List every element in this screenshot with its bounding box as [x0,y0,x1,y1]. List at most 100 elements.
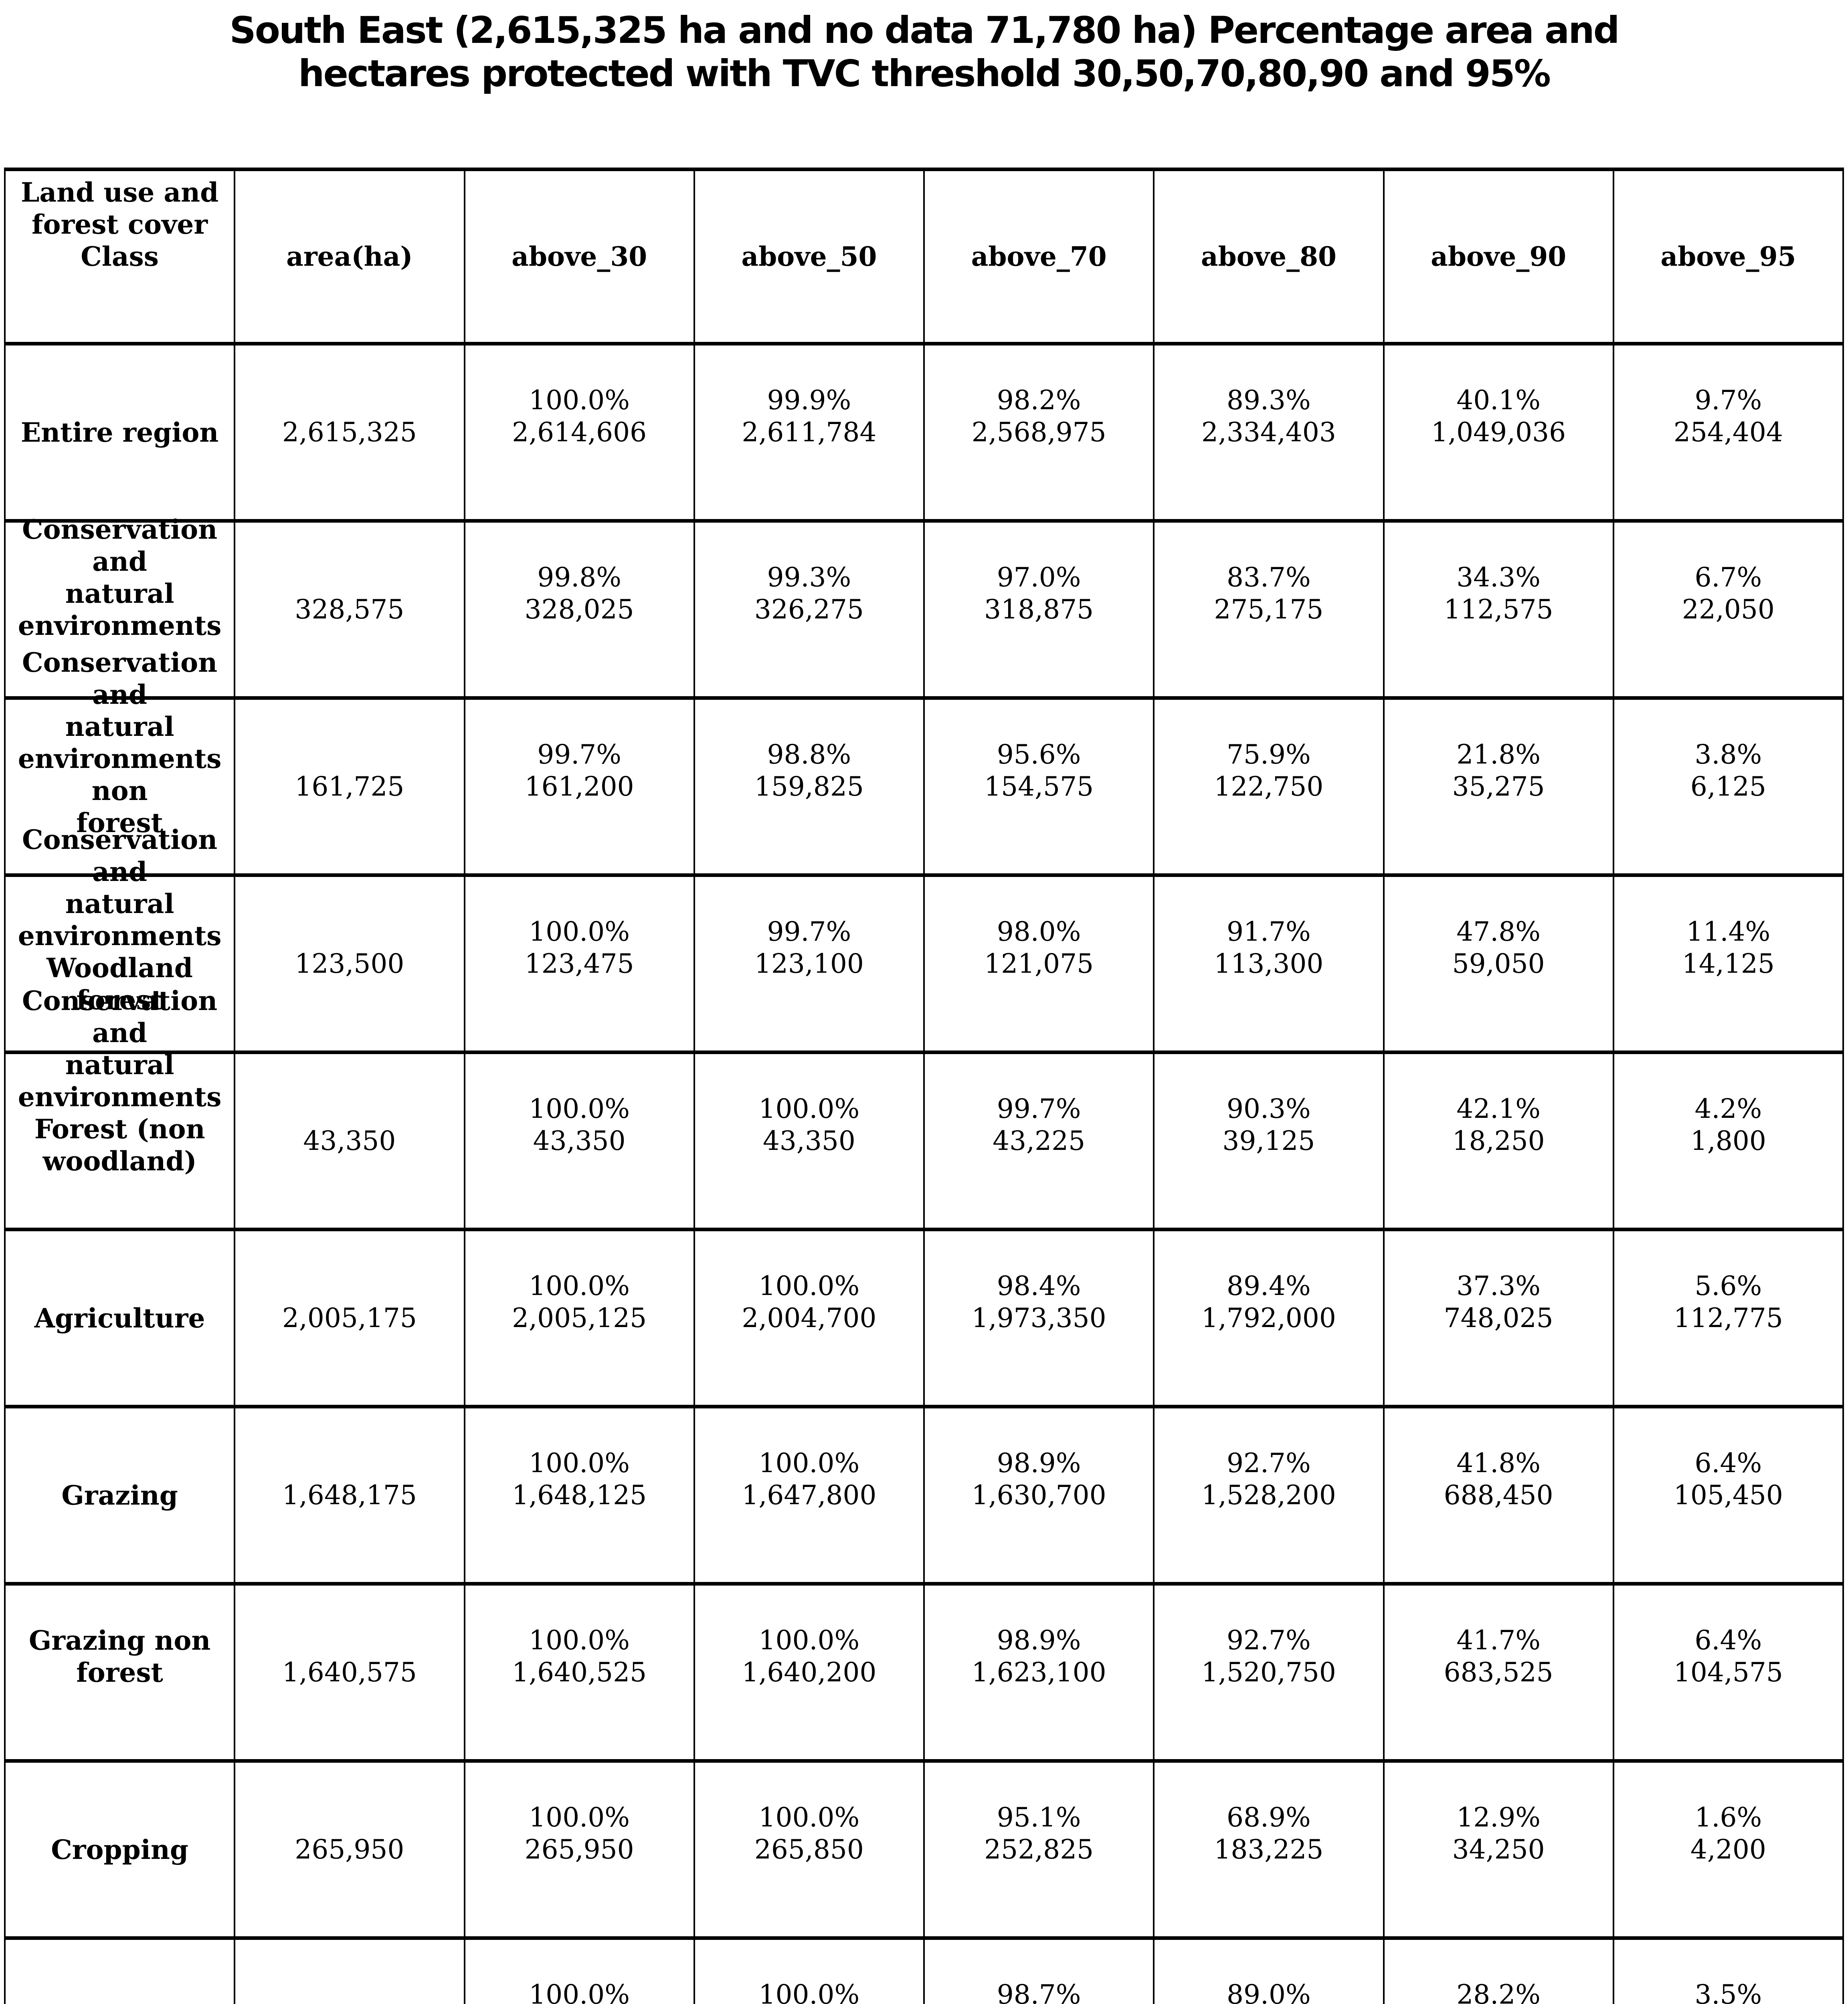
row-label-line: Woodland forest [47,952,193,1016]
ha-value: 275,175 [1214,594,1324,625]
threshold-cell: 100.0% 2,005,125 [463,1228,695,1408]
page-title-line2: hectares protected with TVC threshold 30… [298,52,1551,95]
threshold-cell: 100.0% 43,350 [693,1050,925,1231]
threshold-cell: 100.0% 1,640,525 [463,1582,695,1763]
pct-value: 99.7% [767,916,851,947]
threshold-cell: 75.9% 122,750 [1153,696,1385,877]
area-value: 2,615,325 [282,416,417,448]
pct-value: 100.0% [529,1979,630,2004]
ha-value: 1,528,200 [1201,1479,1336,1511]
threshold-cell: 100.0% 1,640,200 [693,1582,925,1763]
area-value-text: 328,575 [295,594,404,625]
row-label-cell: Conservation and natural environments Fores… [4,985,236,1231]
table-row: Entire region 2,615,325 100.0% 2,614,606 99.… [4,342,1844,523]
threshold-cell: 47.8% 59,050 [1383,873,1614,1054]
ha-value: 1,623,100 [971,1657,1106,1688]
area-value: 328,575 [295,594,404,626]
pct-value: 100.0% [529,1093,630,1124]
pct-value: 5.6% [1694,1270,1762,1301]
pct-value: 34.3% [1456,562,1541,593]
ha-value: 1,640,200 [742,1657,877,1688]
threshold-cell: 12.9% 34,250 [1383,1759,1614,1940]
area-value-text: 1,648,175 [282,1479,417,1511]
threshold-cell: 9.7% 254,404 [1612,342,1844,523]
row-label-line: Grazing non [28,1624,211,1656]
threshold-cell: 97.0% 318,875 [923,519,1155,700]
row-label-cell: Grazing non forest [4,1582,236,1763]
pct-value: 98.0% [997,916,1081,947]
row-label-cell: Conservation and natural environments non f… [4,647,236,877]
threshold-cell: 21.8% 35,275 [1383,696,1614,877]
threshold-cell: 4.2% 1,800 [1612,1050,1844,1231]
threshold-cell: 99.7% 123,100 [693,873,925,1054]
threshold-cell: 91.7% 113,300 [1153,873,1385,1054]
ha-value: 2,334,403 [1201,416,1336,448]
threshold-cell: 6.4% 104,575 [1612,1582,1844,1763]
threshold-cell: 92.7% 1,528,200 [1153,1405,1385,1586]
ha-value: 2,614,606 [512,416,647,448]
pct-value: 95.6% [997,739,1081,770]
ha-value: 14,125 [1682,948,1775,979]
table-row: Grazing 1,648,175 100.0% 1,648,125 100.0% 1,6… [4,1405,1844,1586]
pct-value: 6.4% [1694,1624,1762,1656]
ha-value: 43,350 [533,1125,626,1156]
ha-value: 318,875 [984,594,1094,625]
ha-value: 183,225 [1214,1834,1324,1865]
row-label-line: woodland) [42,1145,197,1177]
ha-value: 265,950 [524,1834,634,1865]
pct-value: 4.2% [1694,1093,1762,1124]
threshold-cell: 98.9% 1,630,700 [923,1405,1155,1586]
ha-value: 39,125 [1222,1125,1315,1156]
threshold-cell: 98.7%88,300 [923,1936,1155,2004]
pct-value: 98.9% [997,1447,1081,1479]
area-value-text: 123,500 [295,948,404,979]
header-label-line: forest cover [32,209,208,240]
row-label-cell: Conservation and natural environments Woodl… [4,824,236,1054]
pct-value: 92.7% [1227,1624,1311,1656]
threshold-cell: 98.0% 121,075 [923,873,1155,1054]
table-header: Land use and forest cover Class area(ha)… [4,168,1844,345]
pct-value: 98.2% [997,384,1081,416]
table-row: Grazing non forest 1,640,575 100.0% 1,640,52… [4,1582,1844,1763]
pct-value: 98.9% [997,1624,1081,1656]
threshold-cell: 89.3% 2,334,403 [1153,342,1385,523]
table-row: Agriculture 2,005,175 100.0% 2,005,125 100.0… [4,1228,1844,1408]
area-cell: 328,575 [234,519,465,700]
pct-value: 75.9% [1227,739,1311,770]
table-row: Conservation and natural environments 328,5… [4,514,1844,700]
area-value-text: 2,005,175 [282,1302,417,1333]
ha-value: 123,100 [754,948,864,979]
ha-value: 326,275 [754,594,864,625]
ha-value: 105,450 [1673,1479,1783,1511]
pct-value: 98.8% [767,739,851,770]
ha-value: 113,300 [1214,948,1324,979]
pct-value: 99.7% [997,1093,1081,1124]
row-label-line: forest [76,807,164,838]
area-value: 43,350 [303,1125,396,1157]
pct-value: 100.0% [758,1979,860,2004]
area-cell: 1,640,575 [234,1582,465,1763]
threshold-cell: 3.8% 6,125 [1612,696,1844,877]
ha-value: 122,750 [1214,771,1324,802]
threshold-cell: 41.7% 683,525 [1383,1582,1614,1763]
pct-value: 37.3% [1456,1270,1541,1301]
pct-value: 100.0% [529,1802,630,1833]
pct-value: 97.0% [997,562,1081,593]
row-label-line: Conservation and [22,985,218,1048]
ha-value: 1,800 [1690,1125,1766,1156]
row-label-line: Cropping [51,1834,189,1865]
pct-value: 100.0% [758,1447,860,1479]
pct-value: 95.1% [997,1802,1081,1833]
threshold-cell: 42.1% 18,250 [1383,1050,1614,1231]
row-label-line: Grazing [61,1479,178,1511]
area-cell: 2,005,175 [234,1228,465,1408]
pct-value: 89.4% [1227,1270,1311,1301]
header-above-70: above_70 [923,168,1155,345]
threshold-cell: 100.0% 265,950 [463,1759,695,1940]
pct-value: 92.7% [1227,1447,1311,1479]
row-label-cell: Conservation and natural environments [4,514,236,700]
threshold-cell: 11.4% 14,125 [1612,873,1844,1054]
ha-value: 328,025 [524,594,634,625]
ha-value: 59,050 [1452,948,1545,979]
pct-value: 83.7% [1227,562,1311,593]
